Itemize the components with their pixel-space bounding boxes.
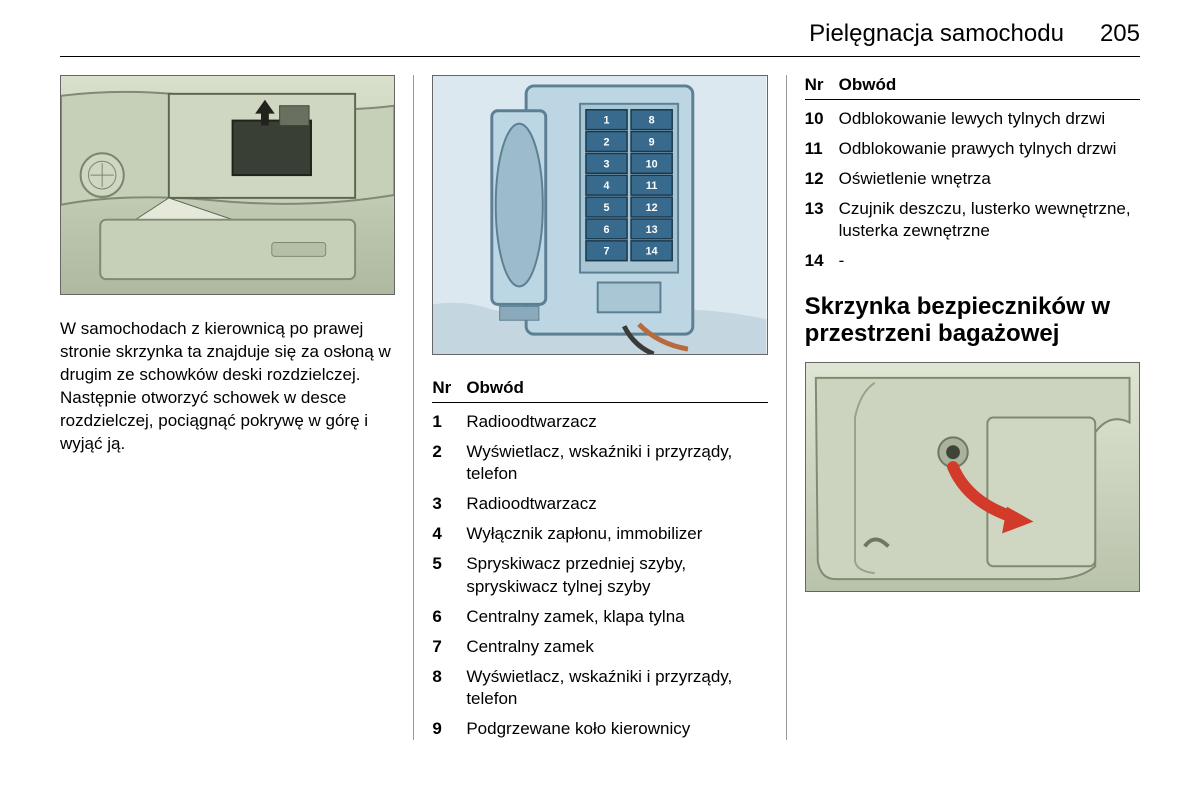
row-desc: Radioodtwarzacz [466,493,767,515]
row-desc: Spryskiwacz przedniej szyby, spryskiwacz… [466,553,767,597]
svg-text:1: 1 [604,115,610,127]
svg-text:6: 6 [604,224,610,236]
row-desc: Centralny zamek [466,636,767,658]
row-desc: Centralny zamek, klapa tylna [466,606,767,628]
row-number: 8 [432,666,460,710]
header-title: Pielęgnacja samochodu [809,20,1064,48]
row-desc: Odblokowanie lewych tylnych drzwi [839,108,1140,130]
table-header-obwod: Obwód [466,378,524,398]
row-desc: Wyłącznik zapłonu, immobilizer [466,523,767,545]
svg-text:14: 14 [646,246,658,258]
table-row: 6 Centralny zamek, klapa tylna [432,606,767,628]
row-number: 2 [432,441,460,485]
table-header-2: Nr Obwód [805,75,1140,100]
row-desc: Wyświetlacz, wskaźniki i przyrządy, tele… [466,441,767,485]
table-row: 4 Wyłącznik zapłonu, immobilizer [432,523,767,545]
fusebox-diagram: 1 8 2 9 3 10 4 11 5 12 6 13 7 14 [432,75,767,355]
table-row: 10 Odblokowanie lewych tylnych drzwi [805,108,1140,130]
row-number: 9 [432,718,460,740]
column-2: 1 8 2 9 3 10 4 11 5 12 6 13 7 14 Nr Obwód 1 Radioodtwa… [413,75,785,740]
row-desc: Oświetlenie wnętrza [839,168,1140,190]
svg-text:3: 3 [604,158,610,170]
table-row: 8Wyświetlacz, wskaźniki i przyrządy, tel… [432,666,767,710]
table-row: 5Spryskiwacz przedniej szyby, spryskiwac… [432,553,767,597]
table-header-nr: Nr [432,378,460,398]
row-number: 6 [432,606,460,628]
row-number: 4 [432,523,460,545]
content-columns: W samochodach z kierownicą po prawej str… [60,75,1140,740]
svg-text:8: 8 [649,115,655,127]
fuse-table-2: 10 Odblokowanie lewych tylnych drzwi 11 Odb… [805,108,1140,273]
svg-text:12: 12 [646,202,658,214]
row-desc: Podgrzewane koło kierownicy [466,718,767,740]
column-3: Nr Obwód 10 Odblokowanie lewych tylnych d… [786,75,1140,740]
svg-text:11: 11 [646,180,657,192]
fuse-table-1: 1Radioodtwarzacz2Wyświetlacz, wskaźniki … [432,411,767,740]
table-row: 3 Radioodtwarzacz [432,493,767,515]
row-number: 7 [432,636,460,658]
row-number: 11 [805,138,833,160]
svg-text:10: 10 [646,158,658,170]
row-number: 10 [805,108,833,130]
row-number: 5 [432,553,460,597]
table-row: 11 Odblokowanie prawych tylnych drzwi [805,138,1140,160]
row-desc: Radioodtwarzacz [466,411,767,433]
table-header: Nr Obwód [432,378,767,403]
row-number: 13 [805,198,833,242]
table-row: 2Wyświetlacz, wskaźniki i przyrządy, tel… [432,441,767,485]
row-desc: Odblokowanie prawych tylnych drzwi [839,138,1140,160]
row-desc: Czujnik deszczu, lusterko wewnętrzne, lu… [839,198,1140,242]
glovebox-illustration [60,75,395,295]
svg-text:2: 2 [604,136,610,148]
row-number: 14 [805,250,833,272]
svg-text:4: 4 [604,180,610,192]
luggage-fusebox-title: Skrzynka bezpieczników w przestrzeni bag… [805,293,1140,348]
page-header: Pielęgnacja samochodu 205 [60,20,1140,57]
luggage-fusebox-illustration [805,362,1140,592]
table-row: 14- [805,250,1140,272]
column-1: W samochodach z kierownicą po prawej str… [60,75,413,740]
row-number: 12 [805,168,833,190]
row-desc: Wyświetlacz, wskaźniki i przyrządy, tele… [466,666,767,710]
col1-paragraph: W samochodach z kierownicą po prawej str… [60,318,395,456]
table-row: 9 Podgrzewane koło kierownicy [432,718,767,740]
table-row: 13Czujnik deszczu, lusterko wewnętrzne, … [805,198,1140,242]
table-row: 7 Centralny zamek [432,636,767,658]
row-number: 3 [432,493,460,515]
svg-text:9: 9 [649,136,655,148]
table-row: 1 Radioodtwarzacz [432,411,767,433]
row-desc: - [839,250,1140,272]
table-header-nr-2: Nr [805,75,833,95]
svg-text:5: 5 [604,202,610,214]
page-number: 205 [1100,20,1140,48]
row-number: 1 [432,411,460,433]
table-header-obwod-2: Obwód [839,75,897,95]
table-row: 12 Oświetlenie wnętrza [805,168,1140,190]
svg-text:7: 7 [604,246,610,258]
svg-text:13: 13 [646,224,658,236]
